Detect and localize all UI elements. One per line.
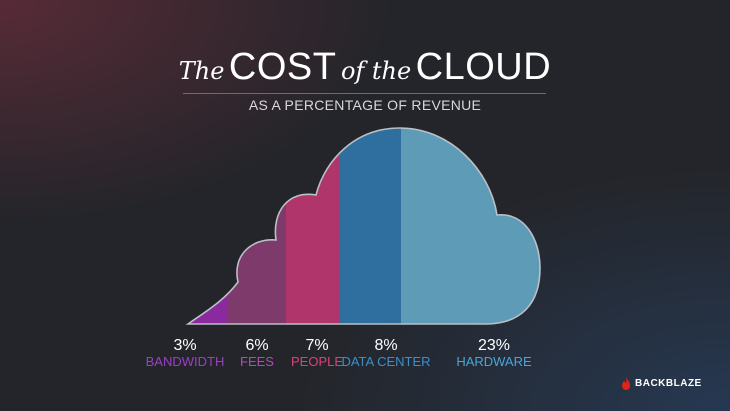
chart-title: The COST of the CLOUD: [0, 42, 730, 92]
value-label-hardware: 23%: [478, 337, 510, 354]
value-label-bandwidth: 3%: [173, 337, 196, 354]
cloud-segments: [188, 128, 540, 324]
category-label-bandwidth: BANDWIDTH: [146, 354, 225, 369]
value-label-fees: 6%: [245, 337, 268, 354]
title-mid: of the: [340, 57, 412, 85]
segment-labels: 3%BANDWIDTH 6%FEES 7%PEOPLE 8%DATA CENTER 23…: [146, 337, 532, 369]
segment-data-center: [340, 128, 401, 324]
title-divider: [183, 93, 546, 94]
category-label-hardware: HARDWARE: [456, 354, 532, 369]
segment-bandwidth: [188, 128, 228, 324]
category-label-people: PEOPLE: [291, 354, 343, 369]
segment-fees: [228, 128, 286, 324]
chart-subtitle: AS A PERCENTAGE OF REVENUE: [248, 97, 482, 113]
segment-people: [286, 128, 340, 324]
backblaze-flame-icon: [622, 376, 630, 390]
category-label-fees: FEES: [240, 354, 274, 369]
category-label-data-center: DATA CENTER: [341, 354, 430, 369]
title-word-cloud: CLOUD: [415, 46, 552, 88]
value-label-data-center: 8%: [374, 337, 397, 354]
title-word-cost: COST: [228, 46, 337, 88]
brand-logo: BACKBLAZE: [621, 376, 702, 390]
brand-name: BACKBLAZE: [635, 377, 702, 389]
title-prefix: The: [178, 57, 225, 85]
value-label-people: 7%: [305, 337, 328, 354]
